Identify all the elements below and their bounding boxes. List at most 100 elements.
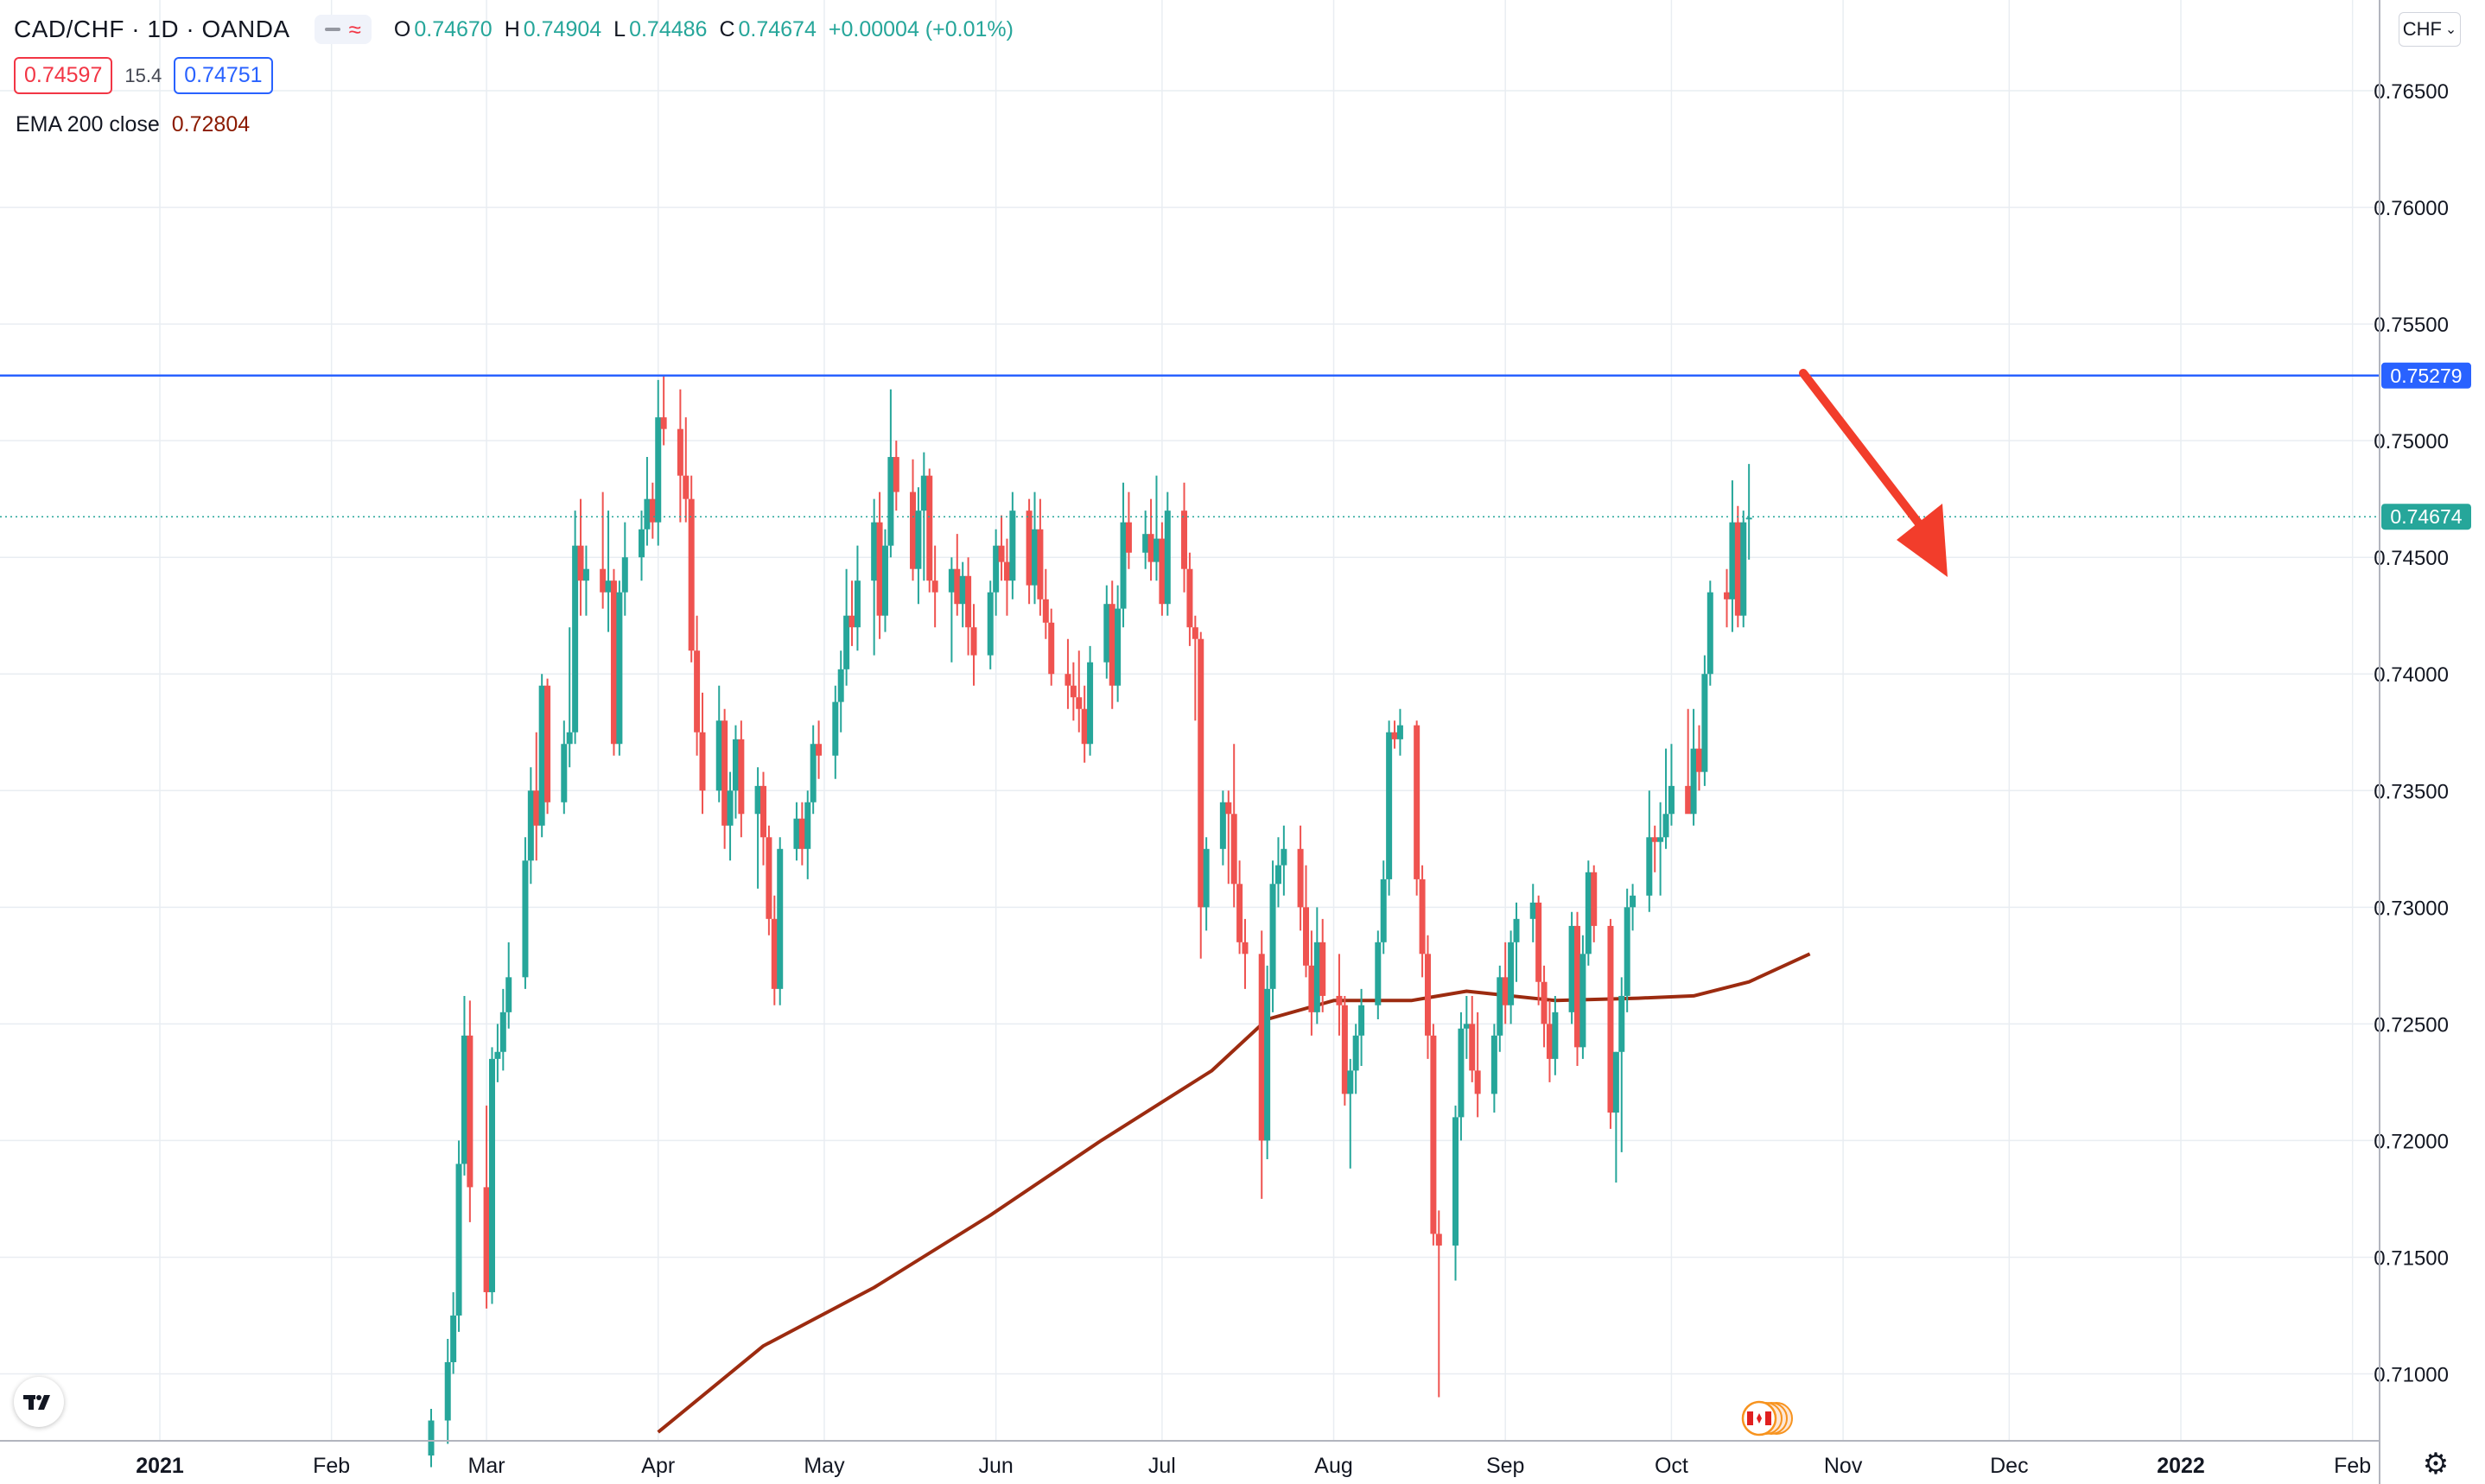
candle-body bbox=[1474, 1070, 1481, 1094]
candle-body bbox=[610, 580, 617, 745]
candle-body bbox=[732, 739, 739, 791]
candle-body bbox=[843, 615, 850, 669]
candle bbox=[1341, 995, 1348, 1106]
candle-body bbox=[1042, 599, 1049, 623]
candle-body bbox=[954, 568, 961, 605]
indicator-legend[interactable]: EMA 200 close 0.72804 bbox=[16, 112, 250, 137]
candle-body bbox=[715, 720, 722, 791]
candle bbox=[1115, 585, 1122, 702]
chevron-down-icon: ⌄ bbox=[2444, 22, 2457, 37]
candle-body bbox=[1347, 1070, 1354, 1094]
y-tick-label: 0.74000 bbox=[2374, 663, 2449, 687]
candle bbox=[1242, 918, 1249, 989]
candle bbox=[1552, 995, 1559, 1075]
candle bbox=[854, 545, 861, 651]
candle bbox=[1745, 464, 1752, 560]
compare-wave-icon[interactable]: ≈ bbox=[348, 16, 361, 42]
candle bbox=[804, 790, 811, 879]
tradingview-logo-icon[interactable] bbox=[14, 1377, 64, 1427]
candle bbox=[1264, 965, 1271, 1160]
candle bbox=[527, 767, 534, 885]
buy-price-button[interactable]: 0.74751 bbox=[174, 57, 273, 94]
candle-body bbox=[1230, 814, 1237, 885]
collapse-icon[interactable] bbox=[324, 28, 340, 31]
candle-body bbox=[1430, 1035, 1437, 1234]
candle bbox=[926, 468, 933, 593]
candle bbox=[1490, 1024, 1497, 1113]
currency-dropdown[interactable]: CHF ⌄ bbox=[2399, 12, 2461, 47]
candle-body bbox=[1695, 748, 1702, 772]
candle bbox=[1120, 482, 1127, 628]
candle bbox=[1690, 708, 1697, 826]
candle bbox=[793, 802, 800, 861]
candle-body bbox=[1026, 511, 1033, 586]
candle bbox=[777, 837, 784, 1005]
tv-logo-glyph bbox=[23, 1395, 50, 1410]
ohlc-values: O 0.74670 H 0.74904 L 0.74486 C 0.74674 +0.0… bbox=[394, 17, 1022, 42]
candle bbox=[1159, 522, 1166, 616]
y-tick-label: 0.75500 bbox=[2374, 314, 2449, 337]
last-price-tag bbox=[2381, 504, 2471, 530]
open-value: 0.74670 bbox=[414, 16, 493, 41]
sell-price-button[interactable]: 0.74597 bbox=[14, 57, 113, 94]
candle bbox=[1380, 860, 1387, 954]
candle bbox=[1076, 650, 1083, 732]
candle bbox=[1607, 918, 1614, 1129]
candle-body bbox=[1607, 925, 1614, 1113]
canada-events-icon[interactable] bbox=[1737, 1399, 1797, 1437]
candle-body bbox=[804, 802, 811, 849]
candle-body bbox=[505, 977, 512, 1012]
candle-body bbox=[1031, 529, 1038, 586]
candle-body bbox=[1236, 884, 1243, 942]
candle-body bbox=[1269, 884, 1276, 989]
candle bbox=[1546, 1000, 1553, 1082]
candle bbox=[1646, 790, 1653, 912]
candle bbox=[1662, 748, 1669, 849]
candle-body bbox=[987, 592, 994, 656]
candle bbox=[1065, 638, 1071, 709]
candle-body bbox=[1386, 732, 1393, 879]
candle bbox=[1352, 1024, 1359, 1094]
candle bbox=[1031, 491, 1038, 605]
candle bbox=[1579, 935, 1586, 1059]
candle-body bbox=[660, 417, 667, 429]
chart-grid bbox=[0, 0, 2380, 1441]
candle-body bbox=[837, 669, 844, 702]
candle-body bbox=[1452, 1117, 1459, 1246]
candle-body bbox=[931, 580, 938, 593]
symbol-label[interactable]: CAD/CHF · 1D · OANDA bbox=[14, 16, 290, 42]
candle bbox=[1458, 1012, 1465, 1141]
settings-gear-icon[interactable]: ⚙ bbox=[2422, 1448, 2450, 1481]
candle bbox=[566, 627, 573, 768]
candle-body bbox=[926, 475, 933, 581]
candle-body bbox=[577, 545, 584, 581]
candle bbox=[1297, 825, 1304, 931]
x-tick-label: Mar bbox=[468, 1454, 505, 1478]
candle-body bbox=[738, 739, 745, 815]
header-toggle-pill[interactable]: ≈ bbox=[314, 15, 372, 44]
candle-body bbox=[544, 685, 551, 802]
candle-body bbox=[721, 720, 728, 826]
down-arrow-annotation[interactable] bbox=[1799, 369, 1948, 577]
candle-body bbox=[777, 848, 784, 989]
candle-body bbox=[649, 498, 656, 523]
candle bbox=[959, 561, 966, 628]
candle-body bbox=[1048, 622, 1055, 675]
candle bbox=[987, 580, 994, 669]
x-tick-label: May bbox=[804, 1454, 845, 1478]
candle-body bbox=[1103, 604, 1110, 663]
candle bbox=[1529, 884, 1536, 942]
candle bbox=[649, 482, 656, 539]
candle-body bbox=[1414, 725, 1420, 879]
candle bbox=[677, 389, 683, 523]
candle bbox=[1657, 802, 1664, 896]
candle bbox=[1612, 1051, 1619, 1183]
candle bbox=[1469, 995, 1476, 1082]
candle-body bbox=[1546, 1024, 1553, 1059]
candle bbox=[810, 725, 817, 815]
candle bbox=[1142, 511, 1149, 569]
candle bbox=[948, 557, 955, 663]
x-tick-label: Apr bbox=[641, 1454, 675, 1478]
candle-body bbox=[1630, 895, 1637, 908]
